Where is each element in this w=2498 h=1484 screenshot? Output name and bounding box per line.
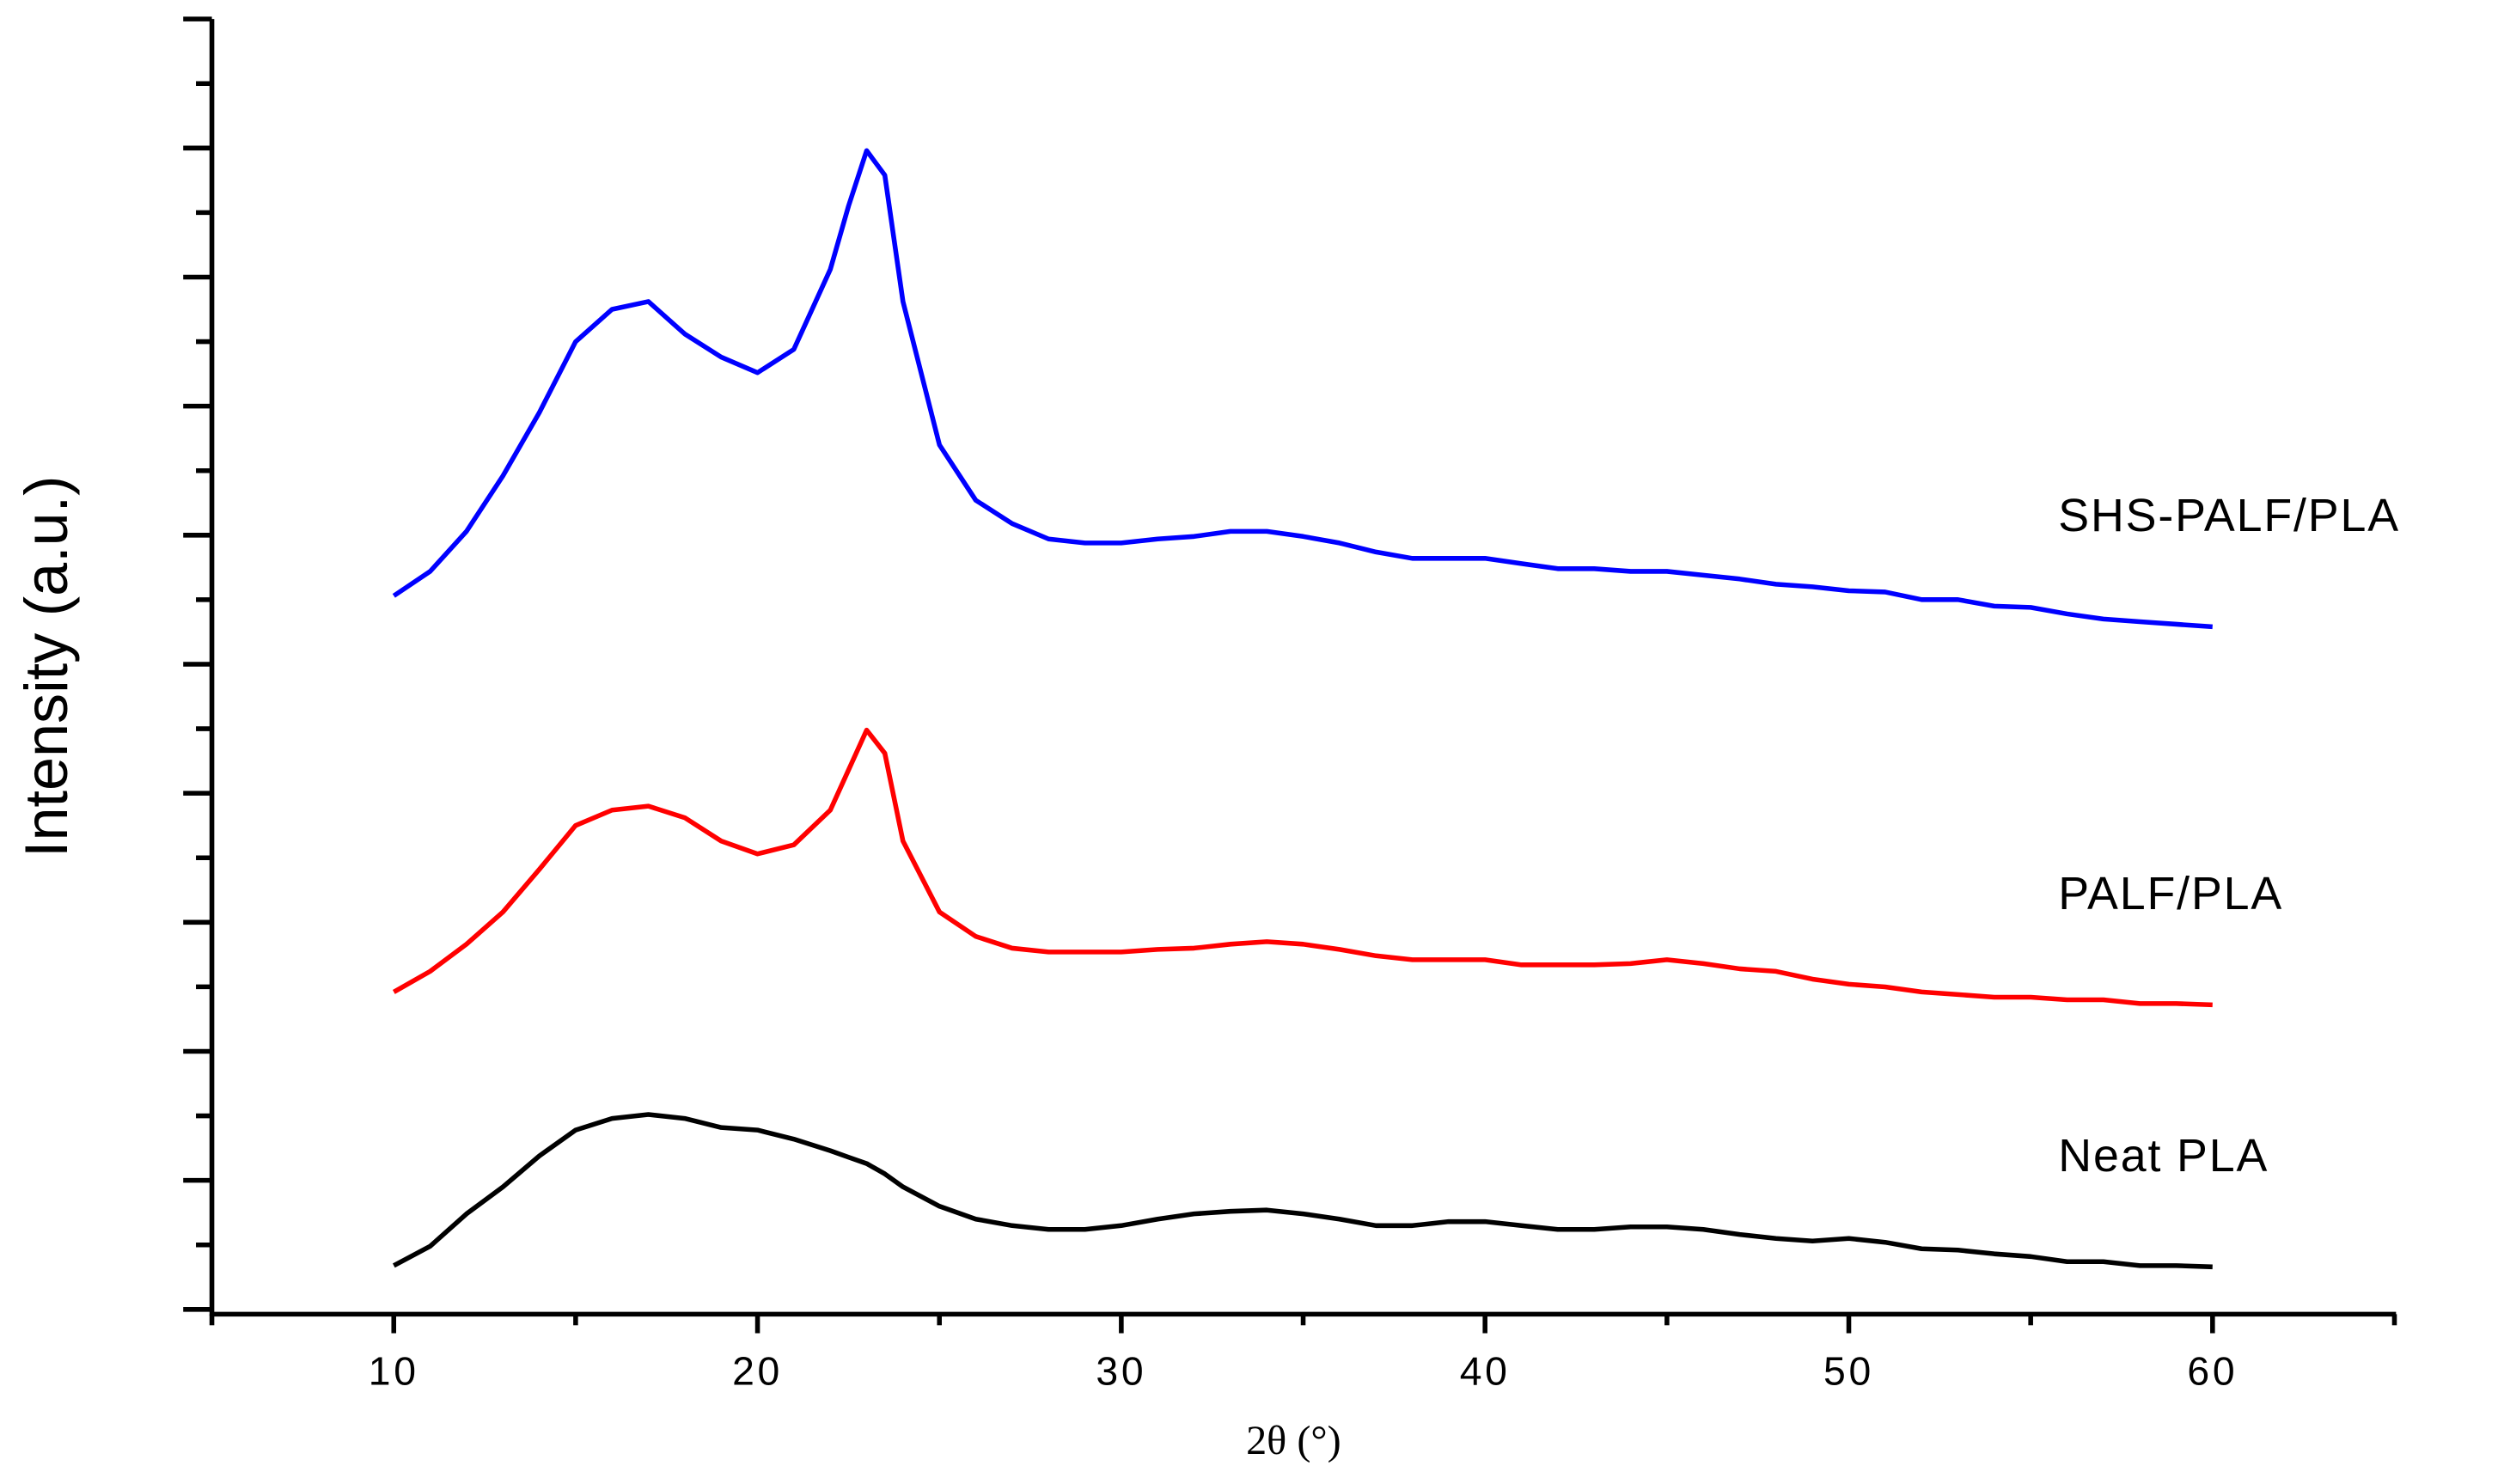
series-label: PALF/PLA <box>2058 868 2283 919</box>
x-tick-label: 40 <box>1460 1349 1511 1394</box>
x-tick-label: 50 <box>1823 1349 1874 1394</box>
x-tick-label: 20 <box>732 1349 783 1394</box>
series-label: Neat PLA <box>2058 1130 2269 1182</box>
x-tick-label: 10 <box>369 1349 419 1394</box>
x-tick-label: 60 <box>2187 1349 2238 1394</box>
x-axis-title: 2θ (°) <box>1246 1418 1341 1463</box>
x-tick-label: 30 <box>1096 1349 1146 1394</box>
y-axis-title: Intensity (a.u.) <box>12 475 80 858</box>
data-line <box>392 727 2213 1008</box>
series-label: SHS-PALF/PLA <box>2058 490 2400 541</box>
data-line <box>392 148 2213 630</box>
data-line <box>392 1112 2213 1270</box>
